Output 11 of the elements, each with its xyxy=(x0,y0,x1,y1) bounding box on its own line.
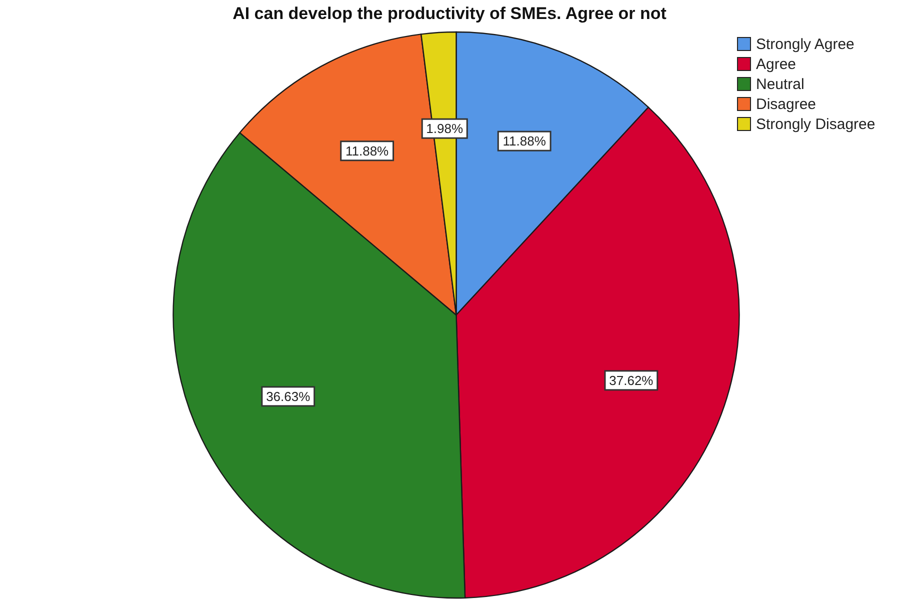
data-label: 1.98% xyxy=(426,121,464,136)
chart-title: AI can develop the productivity of SMEs. Agree or not xyxy=(232,4,668,24)
legend-label: Strongly Agree xyxy=(756,36,854,52)
data-label: 11.88% xyxy=(346,143,390,158)
data-label: 37.62% xyxy=(609,372,654,388)
legend-label: Agree xyxy=(756,56,796,72)
legend-label: Disagree xyxy=(756,96,816,112)
data-label: 11.88% xyxy=(502,134,546,149)
legend-label: Strongly Disagree xyxy=(756,116,876,132)
legend-label: Neutral xyxy=(756,76,804,92)
data-label: 36.63% xyxy=(266,388,311,404)
